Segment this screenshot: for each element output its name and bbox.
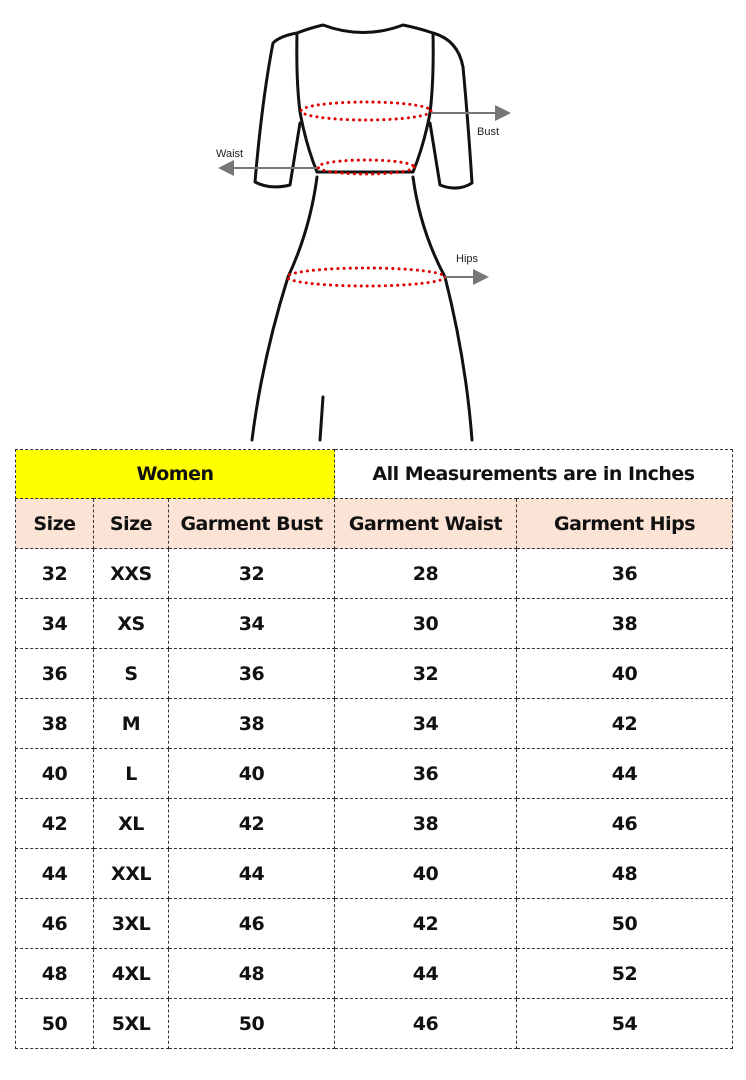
table-cell: 32	[15, 548, 94, 599]
table-row: 34 XS 34 30 38	[15, 598, 734, 649]
table-cell: 48	[168, 948, 335, 999]
column-header: Garment Waist	[334, 498, 517, 549]
table-cell: XXS	[93, 548, 169, 599]
column-header: Size	[93, 498, 169, 549]
table-cell: 42	[15, 798, 94, 849]
table-row: 32 XXS 32 28 36	[15, 548, 734, 599]
table-cell: M	[93, 698, 169, 749]
table-row: 50 5XL 50 46 54	[15, 998, 734, 1049]
table-cell: XL	[93, 798, 169, 849]
table-cell: 50	[168, 998, 335, 1049]
table-cell: 28	[334, 548, 517, 599]
waist-label: Waist	[216, 148, 243, 160]
title-row: Women All Measurements are in Inches	[15, 449, 734, 499]
bust-label: Bust	[477, 126, 499, 138]
waist-measure-line	[316, 158, 416, 176]
table-cell: 36	[515, 548, 734, 599]
table-cell: 40	[515, 648, 734, 699]
table-cell: 30	[334, 598, 517, 649]
hips-label: Hips	[456, 253, 479, 265]
table-row: 44 XXL 44 40 48	[15, 848, 734, 899]
table-cell: 46	[515, 798, 734, 849]
table-cell: 4XL	[93, 948, 169, 999]
dress-measurement-diagram: Bust Waist Hips	[216, 23, 511, 442]
units-note: All Measurements are in Inches	[333, 449, 734, 499]
table-cell: 40	[168, 748, 335, 799]
table-cell: 44	[334, 948, 517, 999]
table-cell: 34	[334, 698, 517, 749]
dress-outline	[250, 23, 474, 442]
size-chart-table: Women All Measurements are in Inches Siz…	[15, 449, 734, 1049]
column-header: Garment Hips	[515, 498, 734, 549]
column-header: Size	[15, 498, 94, 549]
table-cell: 34	[15, 598, 94, 649]
table-row: 42 XL 42 38 46	[15, 798, 734, 849]
table-cell: 46	[168, 898, 335, 949]
table-cell: 40	[15, 748, 94, 799]
table-cell: 36	[168, 648, 335, 699]
table-cell: 36	[334, 748, 517, 799]
table-cell: 32	[334, 648, 517, 699]
table-cell: 34	[168, 598, 335, 649]
table-cell: 38	[15, 698, 94, 749]
table-cell: 50	[515, 898, 734, 949]
table-cell: L	[93, 748, 169, 799]
table-cell: XXL	[93, 848, 169, 899]
table-cell: 40	[334, 848, 517, 899]
table-cell: 3XL	[93, 898, 169, 949]
bust-measure-line	[299, 100, 433, 122]
table-cell: 42	[168, 798, 335, 849]
table-cell: 38	[515, 598, 734, 649]
table-cell: 48	[515, 848, 734, 899]
table-cell: 52	[515, 948, 734, 999]
table-cell: 48	[15, 948, 94, 999]
table-cell: 44	[15, 848, 94, 899]
table-cell: 50	[15, 998, 94, 1049]
table-title: Women	[15, 449, 335, 499]
table-cell: 32	[168, 548, 335, 599]
table-cell: 36	[15, 648, 94, 699]
table-cell: XS	[93, 598, 169, 649]
table-cell: 46	[15, 898, 94, 949]
table-cell: 44	[515, 748, 734, 799]
table-cell: 44	[168, 848, 335, 899]
table-cell: 54	[515, 998, 734, 1049]
table-row: 46 3XL 46 42 50	[15, 898, 734, 949]
table-row: 38 M 38 34 42	[15, 698, 734, 749]
hips-measure-line	[285, 266, 447, 288]
column-header: Garment Bust	[168, 498, 335, 549]
table-cell: 42	[334, 898, 517, 949]
column-header-row: Size Size Garment Bust Garment Waist Gar…	[15, 498, 734, 549]
table-cell: 38	[334, 798, 517, 849]
table-cell: 5XL	[93, 998, 169, 1049]
table-row: 36 S 36 32 40	[15, 648, 734, 699]
table-cell: 38	[168, 698, 335, 749]
table-cell: S	[93, 648, 169, 699]
table-row: 48 4XL 48 44 52	[15, 948, 734, 999]
table-row: 40 L 40 36 44	[15, 748, 734, 799]
table-cell: 42	[515, 698, 734, 749]
table-cell: 46	[334, 998, 517, 1049]
